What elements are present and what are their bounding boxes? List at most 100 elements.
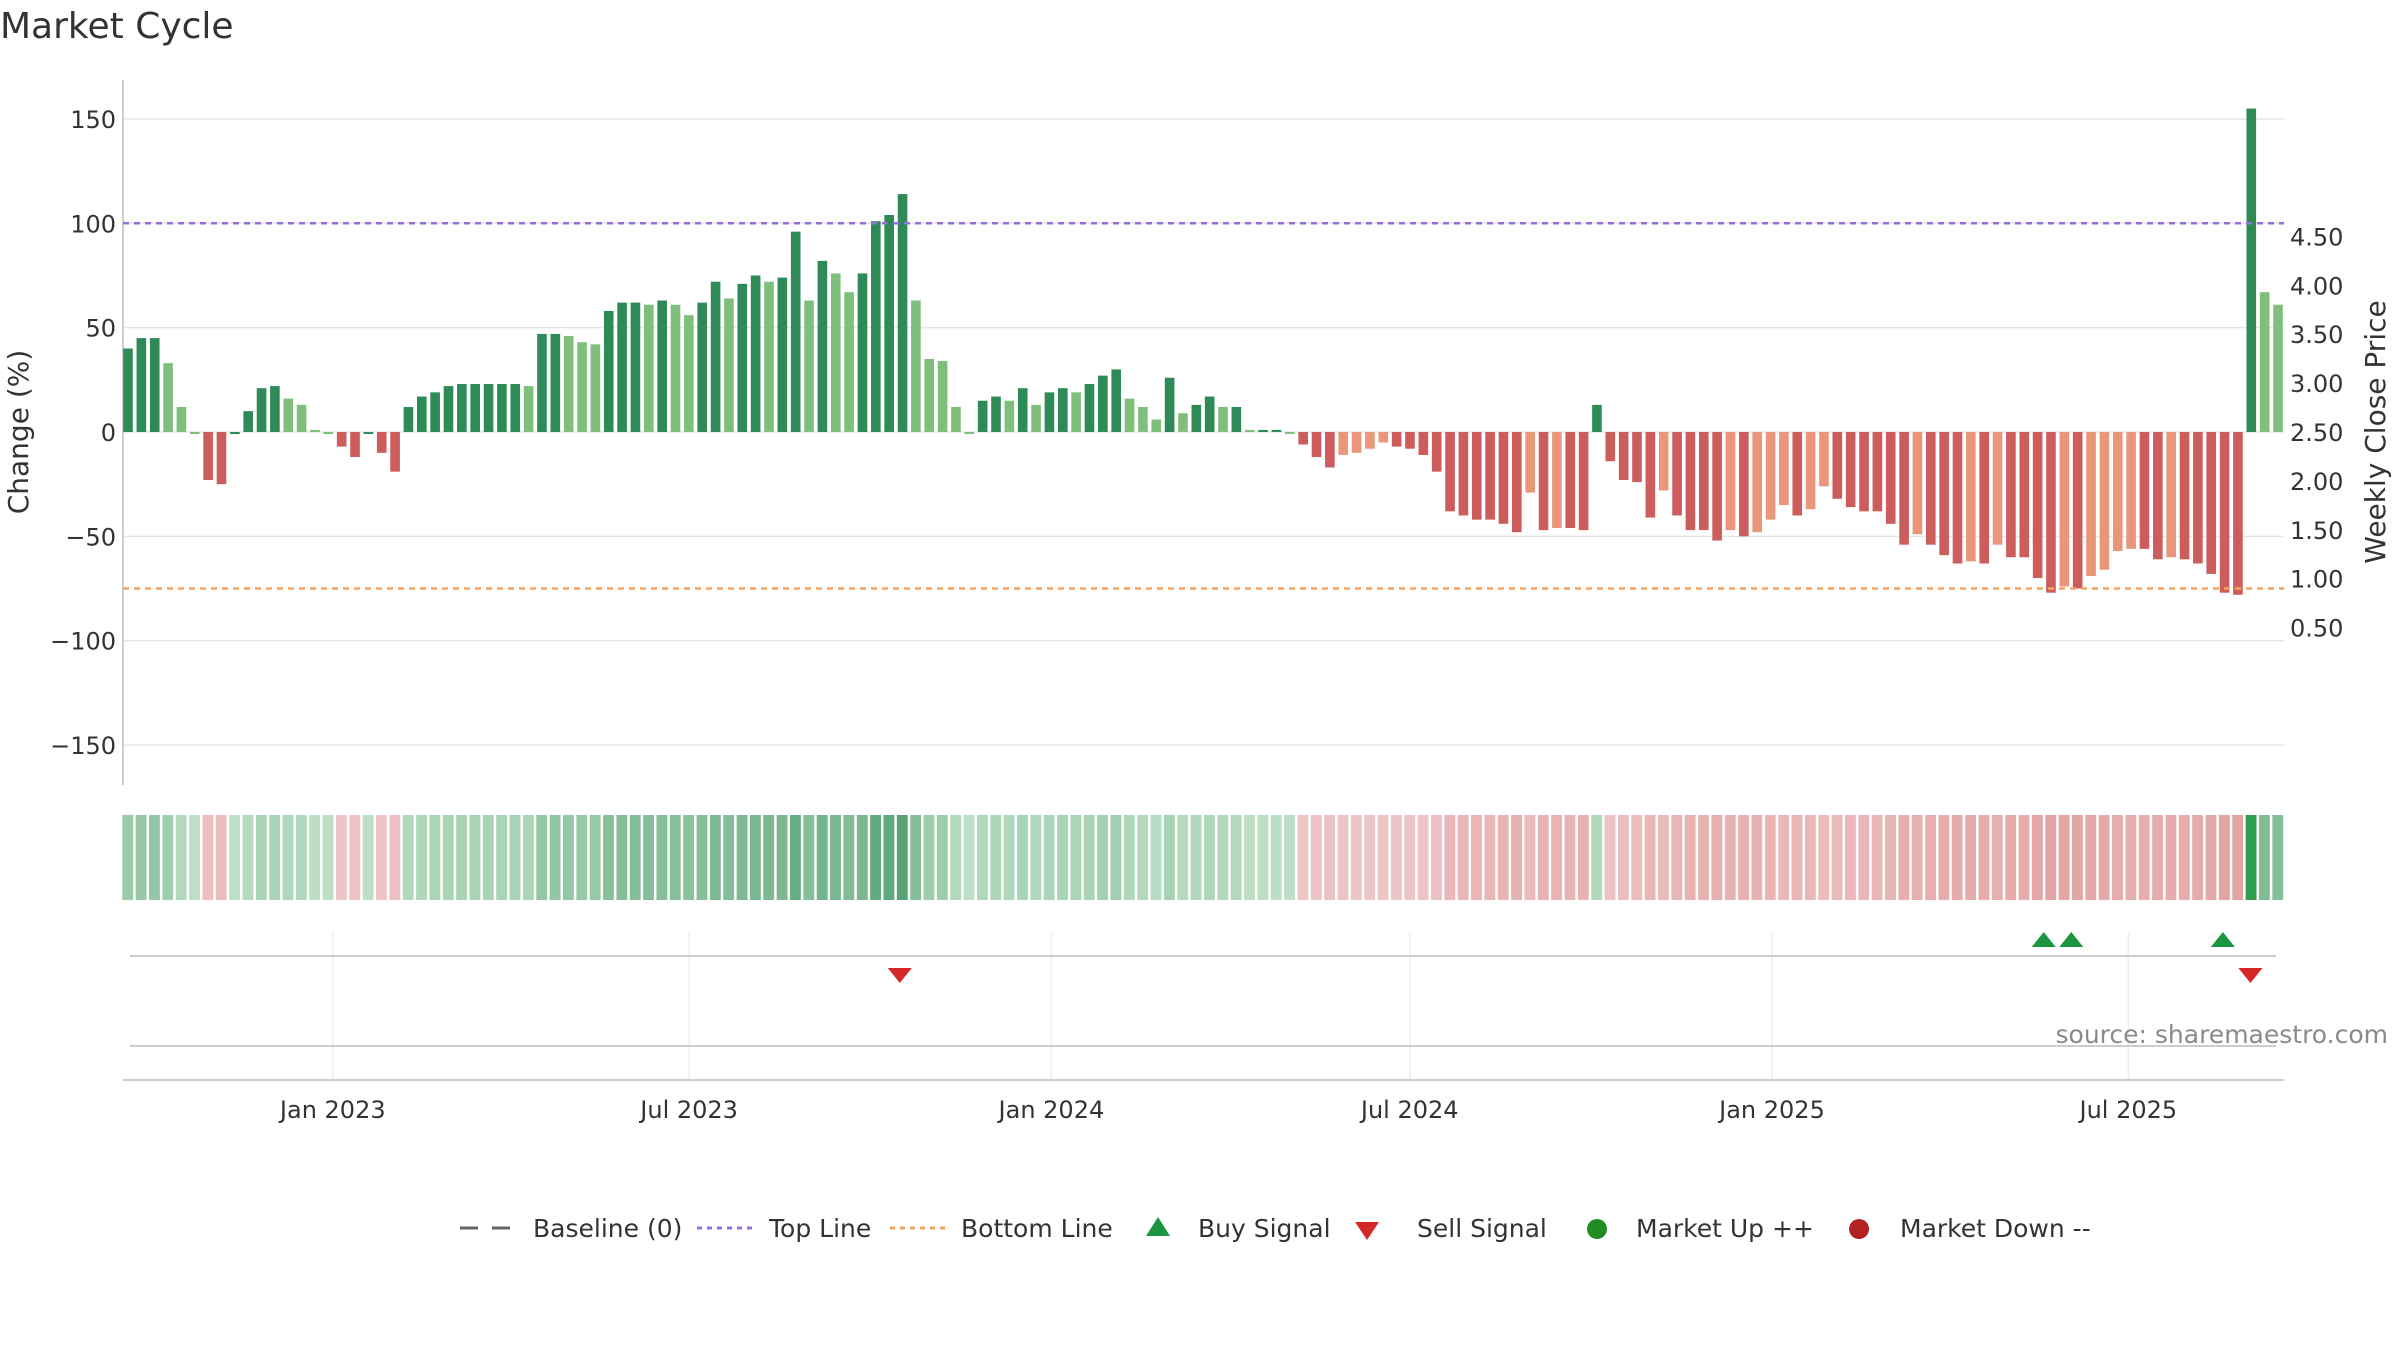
signal-panel bbox=[887, 932, 2263, 983]
bar bbox=[1805, 432, 1816, 510]
bar bbox=[871, 221, 881, 432]
bar bbox=[2259, 292, 2270, 432]
bar bbox=[911, 300, 921, 432]
heatmap-cell bbox=[1724, 815, 1736, 900]
bar bbox=[1431, 432, 1442, 472]
legend-sell-signal-label: Sell Signal bbox=[1417, 1214, 1547, 1243]
heatmap-cell bbox=[215, 815, 227, 900]
y-tick-label: 50 bbox=[85, 315, 116, 343]
bar bbox=[2032, 432, 2043, 579]
heatmap-cell bbox=[1791, 815, 1803, 900]
bar bbox=[1164, 377, 1175, 432]
bar bbox=[483, 383, 494, 432]
heatmap-cell bbox=[2045, 815, 2057, 900]
heatmap-cell bbox=[1991, 815, 2003, 900]
heatmap-cell bbox=[335, 815, 347, 900]
buy-signal-marker bbox=[2031, 932, 2056, 947]
y-axis-title: Change (%) bbox=[2, 350, 35, 515]
heatmap-cell bbox=[1764, 815, 1776, 900]
heatmap-cell bbox=[1230, 815, 1242, 900]
bar bbox=[2233, 432, 2243, 595]
bar bbox=[1284, 432, 1295, 434]
x-tick-label: Jan 2024 bbox=[997, 1096, 1105, 1124]
bar bbox=[1138, 406, 1148, 432]
bar bbox=[2179, 432, 2190, 560]
heatmap-cell bbox=[749, 815, 761, 900]
heatmap-cell bbox=[1711, 815, 1723, 900]
bar bbox=[1512, 432, 1522, 533]
y-tick-label: −100 bbox=[50, 628, 116, 656]
heatmap-cell bbox=[589, 815, 601, 900]
bar bbox=[1111, 369, 1122, 432]
bar bbox=[777, 277, 788, 432]
heatmap-cell bbox=[976, 815, 988, 900]
heatmap-cell bbox=[1057, 815, 1068, 900]
heatmap-cell bbox=[1030, 815, 1042, 900]
heatmap-cell bbox=[255, 815, 267, 900]
bar bbox=[2046, 432, 2056, 593]
heatmap-cell bbox=[576, 815, 588, 900]
x-grid-lines bbox=[332, 932, 2130, 1080]
heatmap-cell bbox=[723, 815, 735, 900]
heatmap-cell bbox=[162, 815, 174, 900]
heatmap-cell bbox=[1377, 815, 1389, 900]
heatmap-cell bbox=[536, 815, 548, 900]
bar bbox=[1845, 432, 1856, 508]
heatmap-cell bbox=[376, 815, 387, 900]
bar bbox=[403, 406, 414, 432]
bar bbox=[416, 396, 427, 432]
heatmap-cell bbox=[2178, 815, 2190, 900]
heatmap-cell bbox=[362, 815, 374, 900]
y2-tick-label: 3.50 bbox=[2290, 321, 2343, 349]
heatmap-cell bbox=[269, 815, 281, 900]
bar bbox=[1445, 432, 1455, 512]
heatmap-cell bbox=[870, 815, 882, 900]
bar bbox=[1311, 432, 1322, 458]
heatmap-cell bbox=[910, 815, 922, 900]
bar bbox=[203, 432, 213, 481]
bar bbox=[1632, 432, 1642, 483]
heatmap-cell bbox=[295, 815, 307, 900]
x-tick-labels: Jan 2023 Jul 2023 Jan 2024 Jul 2024 Jan 2025… bbox=[278, 1096, 2177, 1124]
bar bbox=[937, 361, 948, 432]
bar bbox=[2112, 432, 2123, 551]
y2-tick-label: 2.50 bbox=[2290, 419, 2343, 447]
y2-tick-labels: 4.50 4.00 3.50 3.00 2.50 2.00 1.50 1.00 0.50 bbox=[2290, 223, 2343, 642]
bar bbox=[1698, 432, 1709, 531]
bar bbox=[577, 342, 587, 432]
heatmap-cell bbox=[763, 815, 775, 900]
heatmap-cell bbox=[1284, 815, 1295, 900]
heatmap-cell bbox=[1204, 815, 1215, 900]
bar bbox=[1218, 406, 1228, 432]
heatmap-cell bbox=[776, 815, 788, 900]
bar bbox=[457, 383, 467, 432]
bar bbox=[1244, 429, 1255, 432]
legend-market-down-label: Market Down -- bbox=[1900, 1214, 2091, 1243]
heatmap-cell bbox=[1524, 815, 1536, 900]
bar bbox=[310, 429, 320, 432]
legend-baseline-label: Baseline (0) bbox=[533, 1214, 682, 1243]
heatmap-cell bbox=[1511, 815, 1522, 900]
heatmap-cell bbox=[1390, 815, 1402, 900]
heatmap-cell bbox=[1978, 815, 1990, 900]
x-tick-label: Jan 2023 bbox=[278, 1096, 386, 1124]
bar bbox=[563, 335, 574, 432]
heatmap-cell bbox=[122, 815, 134, 900]
y-tick-labels: 150 100 50 0 −50 −100 −150 bbox=[50, 106, 116, 760]
heatmap-cell bbox=[429, 815, 441, 900]
bar bbox=[363, 432, 374, 434]
x-tick-label: Jul 2023 bbox=[638, 1096, 738, 1124]
heatmap-cell bbox=[2058, 815, 2070, 900]
heatmap-cell bbox=[1190, 815, 1202, 900]
bar bbox=[1792, 432, 1803, 516]
bar bbox=[1578, 432, 1589, 531]
heatmap-cell bbox=[496, 815, 508, 900]
heatmap-cell bbox=[1177, 815, 1189, 900]
legend-market-down-marker bbox=[1849, 1219, 1869, 1239]
heatmap-cell bbox=[1604, 815, 1616, 900]
heatmap-cell bbox=[549, 815, 561, 900]
bar bbox=[296, 404, 307, 432]
bar bbox=[1084, 383, 1095, 432]
heatmap-cell bbox=[2031, 815, 2043, 900]
